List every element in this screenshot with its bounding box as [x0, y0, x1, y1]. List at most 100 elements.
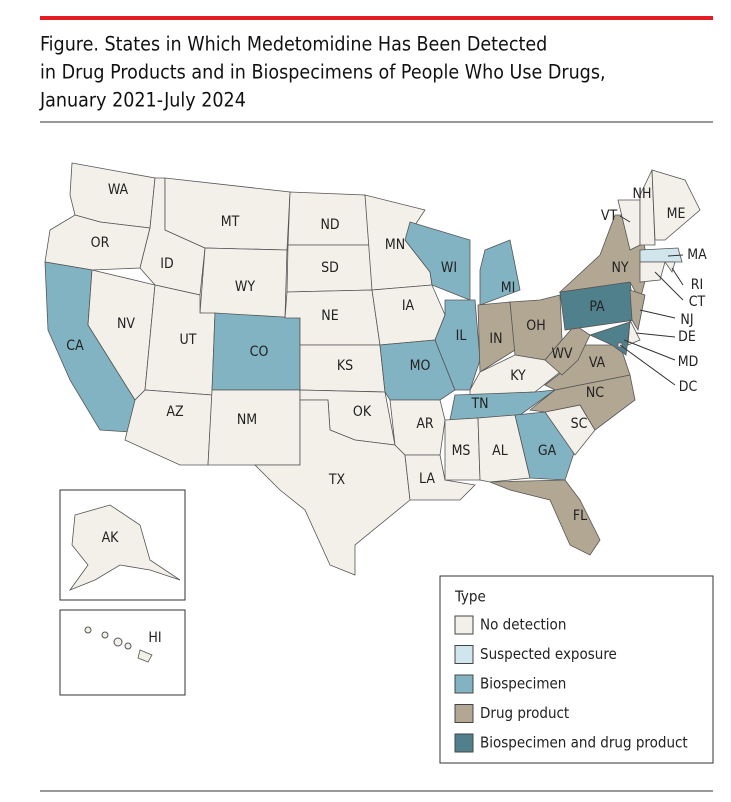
state-label: PA — [589, 299, 605, 315]
state-shape — [68, 504, 181, 591]
legend-swatch — [454, 615, 474, 635]
state-label: UT — [180, 332, 197, 348]
state-shape — [639, 247, 683, 263]
state-label: HI — [148, 630, 161, 646]
legend-swatch — [454, 674, 474, 694]
state-label: SD — [321, 260, 339, 276]
state-label: OR — [91, 235, 110, 251]
state-label: IL — [456, 328, 467, 344]
leader-line — [639, 309, 676, 319]
leader-line — [671, 267, 684, 286]
state-shape — [254, 399, 411, 576]
island — [113, 637, 123, 647]
state-label: VT — [601, 208, 618, 224]
state-shape — [124, 389, 213, 466]
inset-box — [59, 609, 186, 696]
legend-label: Suspected exposure — [480, 645, 617, 663]
state-label: MT — [221, 214, 240, 230]
state-label: NC — [586, 385, 604, 401]
state-label: WA — [108, 182, 129, 198]
state-label: NY — [611, 260, 628, 276]
state-label: OK — [353, 404, 372, 420]
state-label: AZ — [166, 404, 184, 420]
state-shape — [489, 479, 601, 556]
state-label: DC — [679, 379, 698, 395]
state-label: NE — [321, 308, 338, 324]
state-shape — [639, 169, 656, 246]
leader-line — [654, 271, 684, 301]
state-label: IA — [402, 298, 415, 314]
island — [124, 642, 132, 650]
state-shape — [404, 454, 476, 501]
leader-line — [635, 332, 676, 338]
state-label: CO — [250, 344, 269, 360]
state-label: IN — [489, 331, 502, 347]
title-line: Figure. States in Which Medetomidine Has… — [40, 33, 547, 56]
state-label: VA — [589, 355, 606, 371]
state-label: FL — [573, 508, 587, 524]
inset-box — [59, 489, 186, 601]
top-rule — [40, 16, 713, 20]
state-label: MI — [501, 280, 516, 296]
state-labels: WA OR CA NV ID MT WY UT AZ CO NM ND SD NE KS OK TX MN IA MO… — [66, 182, 707, 646]
island — [84, 626, 92, 634]
state-label: KY — [510, 368, 526, 384]
state-shape — [639, 261, 666, 283]
state-label: SC — [571, 416, 588, 432]
state-label: LA — [419, 471, 435, 487]
state-shape — [137, 649, 153, 663]
title-line: in Drug Products and in Biospecimens of … — [40, 61, 606, 84]
state-label: WV — [551, 346, 572, 362]
state-label: WY — [235, 279, 255, 295]
leader-line — [667, 254, 684, 257]
states — [44, 162, 701, 663]
state-shape — [651, 169, 701, 241]
state-label: KS — [337, 358, 353, 374]
state-shape — [477, 414, 531, 483]
state-label: AR — [416, 416, 434, 432]
state-label: MS — [452, 443, 471, 459]
state-label: CA — [66, 338, 84, 354]
state-shape — [404, 221, 471, 301]
legend-swatch — [454, 645, 474, 664]
state-label: MO — [410, 358, 431, 374]
state-label: OH — [526, 318, 545, 334]
state-label: AK — [102, 530, 120, 546]
state-label: CT — [689, 294, 706, 310]
state-label: NH — [633, 186, 652, 202]
state-label: MN — [385, 237, 405, 253]
state-label: MA — [687, 247, 707, 263]
legend-label: Biospecimen — [480, 675, 566, 693]
state-shape — [629, 289, 646, 332]
state-label: NV — [117, 316, 135, 332]
state-label: NJ — [680, 312, 693, 328]
legend-label: Biospecimen and drug product — [480, 734, 688, 752]
state-label: TX — [328, 472, 346, 488]
island — [101, 631, 109, 639]
state-label: MD — [678, 354, 699, 370]
legend-swatch — [454, 704, 474, 723]
leader-line — [619, 344, 676, 386]
state-label: GA — [538, 443, 557, 459]
leader-line — [623, 339, 676, 361]
legend-label: No detection — [480, 616, 566, 634]
state-label: ME — [667, 206, 686, 222]
state-shape — [514, 411, 576, 481]
state-shape — [371, 284, 446, 346]
state-label: ND — [320, 217, 339, 233]
state-label: AL — [492, 443, 508, 459]
state-label: NM — [237, 412, 257, 428]
legend-title: Type — [454, 588, 486, 606]
leader-line — [619, 215, 631, 223]
state-label: RI — [691, 277, 703, 293]
legend-swatch — [454, 733, 474, 753]
legend-label: Drug product — [480, 704, 569, 722]
state-label: DE — [678, 329, 696, 345]
legend-box — [439, 575, 714, 764]
title-line: January 2021-July 2024 — [39, 89, 246, 112]
legend: No detection Suspected exposure Biospecime… — [454, 615, 688, 753]
state-label: ID — [160, 256, 173, 272]
state-label: TN — [470, 396, 488, 412]
